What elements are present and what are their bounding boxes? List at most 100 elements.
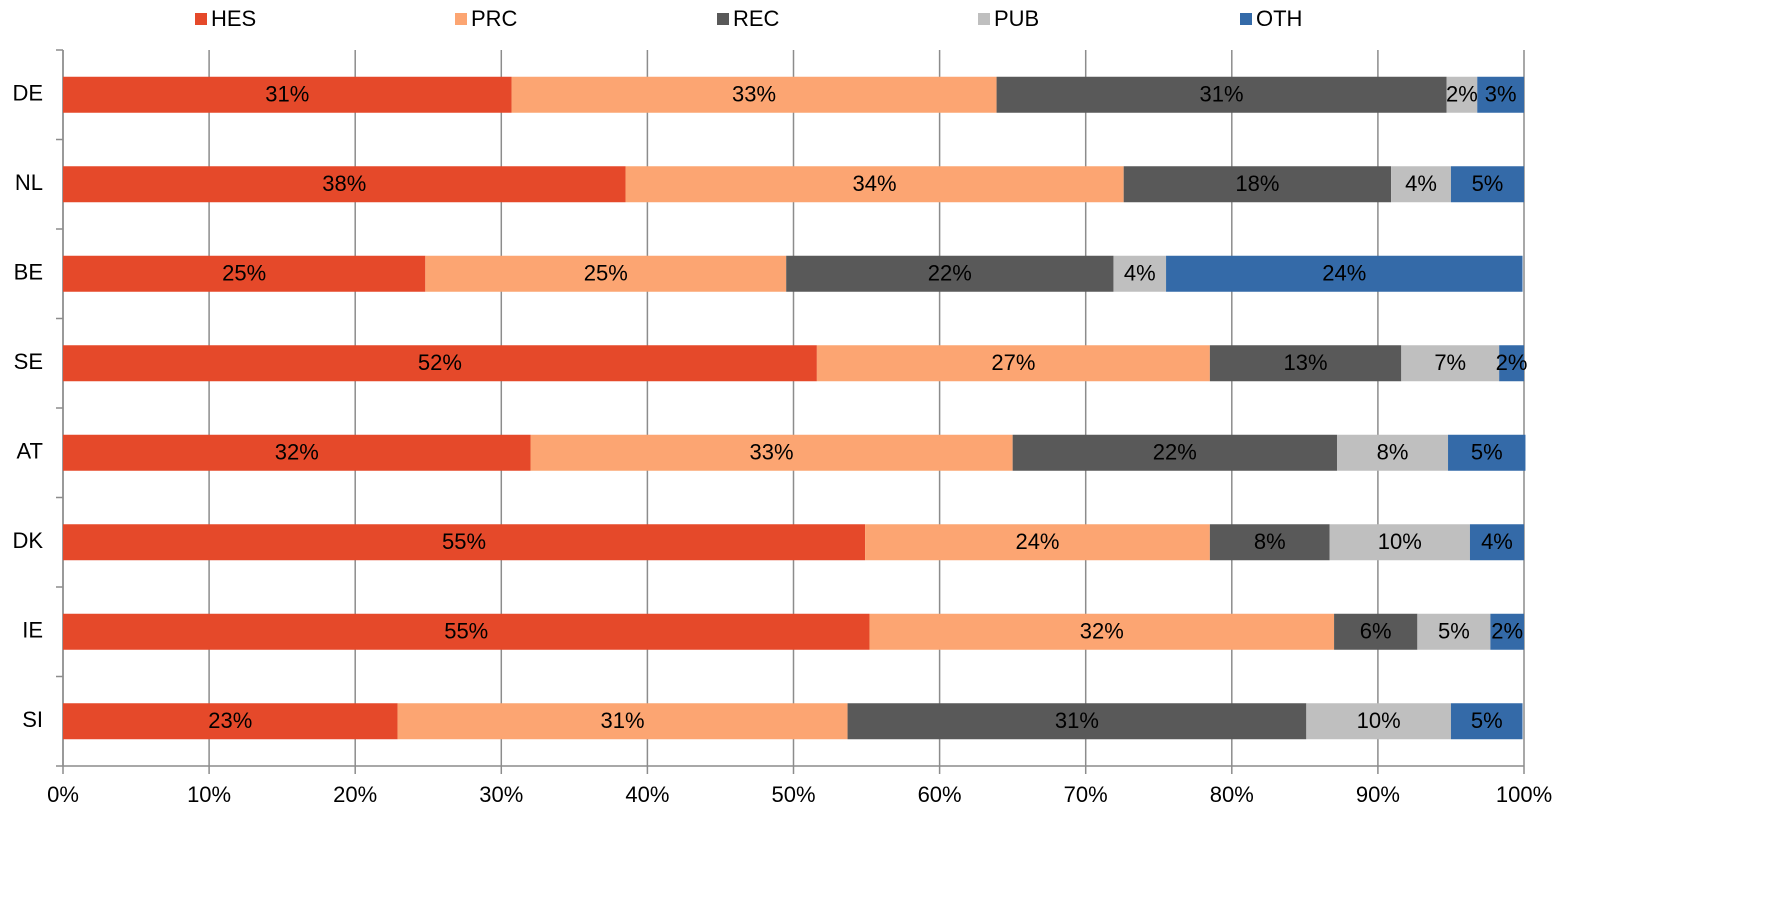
bar-segment bbox=[63, 255, 426, 292]
data-label: 55% bbox=[444, 619, 488, 644]
data-label: 3% bbox=[1485, 82, 1517, 107]
bar-segment bbox=[63, 703, 398, 740]
y-tick-label: DE bbox=[12, 81, 43, 106]
legend-swatch bbox=[978, 13, 990, 25]
x-tick-label: 0% bbox=[47, 782, 79, 807]
data-label: 38% bbox=[322, 171, 366, 196]
bar-segment bbox=[63, 434, 531, 471]
bar-segment bbox=[63, 524, 866, 561]
legend-label: REC bbox=[733, 6, 780, 31]
data-label: 22% bbox=[928, 261, 972, 286]
data-label: 2% bbox=[1491, 619, 1523, 644]
bar-segment bbox=[63, 345, 817, 382]
bar-segment bbox=[1446, 76, 1478, 113]
data-label: 8% bbox=[1377, 440, 1409, 465]
legend-label: PUB bbox=[994, 6, 1039, 31]
data-label: 34% bbox=[853, 171, 897, 196]
bar-segment bbox=[1450, 703, 1523, 740]
y-tick-label: SE bbox=[14, 349, 43, 374]
data-label: 5% bbox=[1471, 708, 1503, 733]
bar-segment bbox=[1209, 524, 1330, 561]
data-label: 13% bbox=[1284, 350, 1328, 375]
x-tick-label: 20% bbox=[333, 782, 377, 807]
bar-segment bbox=[1417, 613, 1491, 650]
data-label: 7% bbox=[1434, 350, 1466, 375]
bar-segment bbox=[1123, 166, 1392, 203]
data-label: 2% bbox=[1446, 82, 1478, 107]
bar-segment bbox=[63, 166, 626, 203]
bar-segment bbox=[1450, 166, 1524, 203]
legend-swatch bbox=[455, 13, 467, 25]
data-label: 32% bbox=[275, 440, 319, 465]
data-label: 31% bbox=[1200, 82, 1244, 107]
x-tick-label: 100% bbox=[1496, 782, 1552, 807]
bar-segment bbox=[63, 76, 512, 113]
bar-segment bbox=[996, 76, 1447, 113]
data-label: 25% bbox=[222, 261, 266, 286]
y-tick-label: BE bbox=[14, 260, 43, 285]
data-label: 32% bbox=[1080, 619, 1124, 644]
data-label: 5% bbox=[1472, 171, 1504, 196]
bar-segment bbox=[1334, 613, 1418, 650]
data-label: 24% bbox=[1322, 261, 1366, 286]
legend-swatch bbox=[195, 13, 207, 25]
y-tick-label: IE bbox=[22, 618, 43, 643]
data-label: 52% bbox=[418, 350, 462, 375]
data-label: 4% bbox=[1405, 171, 1437, 196]
bar-segment bbox=[625, 166, 1124, 203]
bar-segment bbox=[865, 524, 1210, 561]
data-label: 8% bbox=[1254, 529, 1286, 554]
data-label: 31% bbox=[1055, 708, 1099, 733]
data-label: 2% bbox=[1496, 350, 1528, 375]
bar-segment bbox=[1469, 524, 1524, 561]
data-label: 31% bbox=[265, 82, 309, 107]
x-tick-label: 10% bbox=[187, 782, 231, 807]
bar-segment bbox=[847, 703, 1307, 740]
x-tick-label: 90% bbox=[1356, 782, 1400, 807]
data-label: 6% bbox=[1360, 619, 1392, 644]
bar-segment bbox=[1113, 255, 1167, 292]
bar-segment bbox=[425, 255, 787, 292]
y-tick-label: SI bbox=[22, 707, 43, 732]
data-label: 5% bbox=[1438, 619, 1470, 644]
legend-swatch bbox=[1240, 13, 1252, 25]
x-tick-label: 50% bbox=[771, 782, 815, 807]
data-label: 24% bbox=[1015, 529, 1059, 554]
data-label: 55% bbox=[442, 529, 486, 554]
data-label: 25% bbox=[584, 261, 628, 286]
x-tick-label: 60% bbox=[918, 782, 962, 807]
data-label: 10% bbox=[1357, 708, 1401, 733]
bar-segment bbox=[869, 613, 1335, 650]
bar-segment bbox=[1490, 613, 1524, 650]
x-tick-label: 40% bbox=[625, 782, 669, 807]
data-label: 33% bbox=[750, 440, 794, 465]
bar-segment bbox=[1401, 345, 1500, 382]
data-label: 4% bbox=[1481, 529, 1513, 554]
data-label: 31% bbox=[601, 708, 645, 733]
x-tick-label: 80% bbox=[1210, 782, 1254, 807]
y-tick-label: DK bbox=[12, 528, 43, 553]
x-tick-label: 70% bbox=[1064, 782, 1108, 807]
bar-segment bbox=[816, 345, 1210, 382]
x-tick-label: 30% bbox=[479, 782, 523, 807]
data-label: 18% bbox=[1235, 171, 1279, 196]
legend-swatch bbox=[717, 13, 729, 25]
bar-segment bbox=[786, 255, 1114, 292]
legend-label: HES bbox=[211, 6, 256, 31]
bar-segment bbox=[1329, 524, 1470, 561]
data-label: 4% bbox=[1124, 261, 1156, 286]
y-tick-label: AT bbox=[17, 439, 43, 464]
legend-label: PRC bbox=[471, 6, 518, 31]
bar-segment bbox=[1477, 76, 1524, 113]
data-label: 27% bbox=[991, 350, 1035, 375]
data-label: 23% bbox=[208, 708, 252, 733]
bar-segment bbox=[1391, 166, 1451, 203]
bar-segment bbox=[511, 76, 997, 113]
bar-segment bbox=[1448, 434, 1526, 471]
bar-segment bbox=[63, 613, 870, 650]
bar-segment bbox=[397, 703, 848, 740]
data-label: 33% bbox=[732, 82, 776, 107]
data-label: 22% bbox=[1153, 440, 1197, 465]
bar-segment bbox=[530, 434, 1013, 471]
